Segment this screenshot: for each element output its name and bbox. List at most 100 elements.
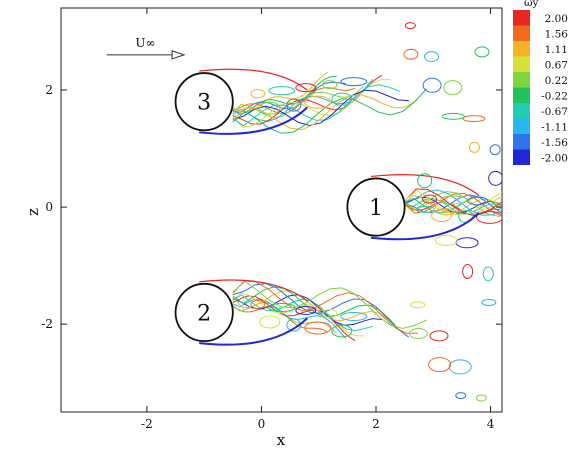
cylinder-label: 3	[197, 91, 211, 116]
legend-label: -1.56	[541, 137, 568, 149]
legend-swatch	[513, 103, 530, 119]
plot-frame	[60, 7, 503, 413]
shear-layer-positive	[199, 279, 308, 302]
contour-loop	[440, 195, 468, 205]
legend-swatch	[513, 149, 530, 165]
legend-label: -1.11	[541, 122, 568, 134]
contour-loop	[481, 299, 497, 307]
shear-layer-negative	[199, 317, 308, 346]
contour-line	[232, 89, 409, 127]
legend-swatch	[513, 72, 530, 88]
shear-layer-positive	[370, 174, 480, 197]
legend-swatch	[513, 134, 530, 150]
contour-line	[232, 84, 400, 127]
contour-loop	[469, 141, 481, 153]
contour-loop	[331, 92, 353, 106]
legend-swatch	[513, 87, 530, 103]
cylinder-3	[174, 72, 234, 132]
contour-line	[404, 189, 502, 216]
contour-loop	[340, 77, 368, 87]
contour-loop	[424, 51, 440, 63]
contour-loop	[268, 302, 296, 312]
y-axis-title: z	[24, 208, 42, 216]
legend-label: -0.22	[541, 91, 568, 103]
contour-loop	[286, 98, 302, 112]
contour-loop	[304, 321, 332, 335]
contour-loop	[304, 95, 332, 109]
legend-swatch	[513, 118, 530, 134]
contour-loop	[489, 144, 501, 156]
contour-loop	[476, 210, 502, 224]
contour-loop	[422, 77, 442, 93]
contour-line	[404, 196, 502, 214]
contour-loop	[340, 311, 368, 321]
contour-loop	[415, 205, 435, 213]
contour-loop	[494, 197, 502, 207]
contour-line	[404, 192, 502, 217]
axes: -2 0 2 4 -2 0 2	[41, 8, 502, 431]
legend-swatch	[513, 41, 530, 57]
flow-arrow-head	[171, 50, 186, 60]
contour-loop	[513, 199, 539, 207]
contour-loop	[250, 89, 266, 99]
contour-loop	[443, 80, 463, 96]
x-tick-label: -2	[141, 417, 153, 431]
contour-loop	[250, 299, 266, 309]
contour-loop	[428, 357, 452, 373]
contour-loop	[259, 315, 281, 329]
contour-line	[404, 190, 502, 217]
legend-label: 1.11	[545, 44, 568, 56]
vorticity-contours	[199, 22, 539, 402]
contour-line	[232, 295, 356, 342]
legend-label: 1.56	[545, 29, 569, 41]
flow-indicator: U∞	[106, 36, 186, 60]
x-tick-label: 4	[487, 417, 495, 431]
x-axis-title: x	[277, 431, 286, 449]
contour-loop	[488, 170, 502, 186]
contour-loop	[295, 83, 317, 93]
legend-label: 0.67	[545, 60, 568, 72]
contour-loop	[434, 234, 458, 246]
contour-loop	[404, 22, 416, 30]
contour-loop	[429, 330, 449, 342]
legend: ωy 2.00 1.56 1.11 0.67 0.22 -0.22 -0.67 -1.11 -1…	[513, 0, 568, 165]
contour-loop	[504, 212, 524, 224]
contour-line	[232, 282, 410, 338]
legend-label: -0.67	[541, 106, 568, 118]
shear-layer-negative	[370, 212, 480, 241]
contour-loop	[259, 101, 281, 115]
contour-line	[232, 93, 419, 131]
legend-label: -2.00	[541, 153, 568, 165]
x-tick-label: 2	[372, 417, 380, 431]
contour-loop	[436, 208, 456, 216]
contour-loop	[295, 305, 317, 315]
contour-loop	[403, 48, 419, 60]
contour-loop	[474, 46, 490, 58]
contour-line	[232, 71, 329, 113]
contour-loop	[322, 80, 338, 90]
contour-loop	[268, 86, 296, 96]
contour-loop	[462, 263, 474, 279]
contour-loop	[462, 115, 486, 123]
flow-label: U∞	[135, 36, 155, 50]
contour-loop	[441, 112, 465, 120]
legend-swatch	[513, 56, 530, 72]
legend-label: 0.22	[545, 75, 568, 87]
contour-loop	[448, 359, 472, 375]
contour-loop	[467, 196, 489, 206]
contour-loop	[455, 392, 467, 400]
contour-loop	[482, 266, 494, 282]
contour-line	[232, 75, 337, 116]
shear-layer-negative	[199, 106, 308, 135]
contour-line	[232, 298, 347, 339]
contour-loop	[475, 394, 487, 402]
shear-layer-positive	[199, 68, 308, 91]
contour-loop	[331, 324, 353, 338]
cylinder-label: 2	[197, 301, 211, 326]
contour-line	[404, 194, 502, 214]
contour-line	[232, 286, 401, 331]
contour-line	[232, 280, 418, 334]
cylinders: 1 2 3	[174, 72, 406, 343]
y-tick-label: 2	[45, 83, 53, 97]
